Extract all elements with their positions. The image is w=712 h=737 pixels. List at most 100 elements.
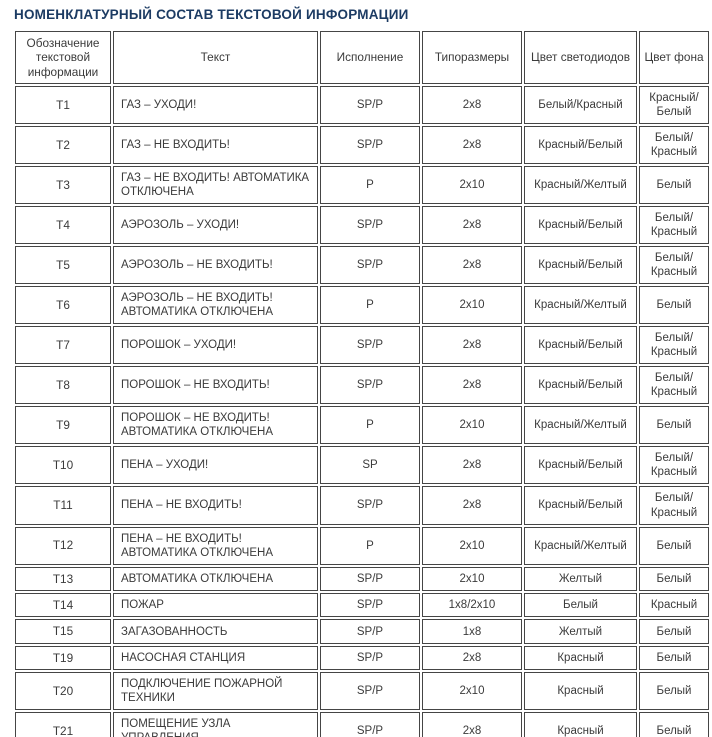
cell-size: 2х8 [422, 206, 522, 245]
cell-led_color: Красный/Белый [524, 486, 637, 525]
cell-execution: SP/P [320, 672, 420, 711]
page-title: НОМЕНКЛАТУРНЫЙ СОСТАВ ТЕКСТОВОЙ ИНФОРМАЦ… [14, 7, 409, 22]
table-row: Т5 АЭРОЗОЛЬ – НЕ ВХОДИТЬ! SP/P 2х8 Красный/Б… [15, 246, 709, 285]
cell-execution: SP/P [320, 126, 420, 165]
cell-bg_color: Красный/Белый [639, 86, 709, 125]
cell-led_color: Красный [524, 712, 637, 737]
cell-bg_color: Белый [639, 286, 709, 325]
cell-execution: SP/P [320, 486, 420, 525]
cell-bg_color: Белый/Красный [639, 366, 709, 405]
cell-execution: SP/P [320, 206, 420, 245]
cell-text: ПОРОШОК – НЕ ВХОДИТЬ! [113, 366, 318, 405]
cell-bg_color: Белый [639, 672, 709, 711]
column-header-execution: Исполнение [320, 31, 420, 85]
cell-bg_color: Красный [639, 592, 709, 618]
cell-id: Т20 [15, 672, 111, 711]
cell-execution: Р [320, 166, 420, 205]
cell-size: 2х8 [422, 126, 522, 165]
cell-id: Т21 [15, 712, 111, 737]
table-row: Т14 ПОЖАР SP/P 1х8/2х10 Белый Красный [15, 592, 709, 618]
cell-bg_color: Белый [639, 406, 709, 445]
cell-bg_color: Белый/Красный [639, 206, 709, 245]
cell-bg_color: Белый [639, 526, 709, 565]
cell-bg_color: Белый/Красный [639, 246, 709, 285]
cell-led_color: Красный/Желтый [524, 286, 637, 325]
cell-text: ГАЗ – НЕ ВХОДИТЬ! АВТОМАТИКА ОТКЛЮЧЕНА [113, 166, 318, 205]
table-row: Т10 ПЕНА – УХОДИ! SP 2х8 Красный/Белый Белый/… [15, 446, 709, 485]
cell-size: 2х10 [422, 166, 522, 205]
cell-led_color: Красный [524, 672, 637, 711]
cell-id: Т11 [15, 486, 111, 525]
table-row: Т19 НАСОСНАЯ СТАНЦИЯ SP/P 2х8 Красный Белый [15, 645, 709, 671]
cell-text: АЭРОЗОЛЬ – НЕ ВХОДИТЬ! АВТОМАТИКА ОТКЛЮЧ… [113, 286, 318, 325]
cell-led_color: Желтый [524, 566, 637, 591]
cell-text: ПОЖАР [113, 592, 318, 618]
cell-bg_color: Белый/Красный [639, 326, 709, 365]
cell-size: 2х10 [422, 526, 522, 565]
cell-text: ГАЗ – НЕ ВХОДИТЬ! [113, 126, 318, 165]
cell-text: ПОДКЛЮЧЕНИЕ ПОЖАРНОЙ ТЕХНИКИ [113, 672, 318, 711]
column-header-bg_color: Цвет фона [639, 31, 709, 85]
cell-size: 2х8 [422, 446, 522, 485]
column-header-led_color: Цвет светодиодов [524, 31, 637, 85]
nomenclature-table: Обозначение текстовой информации Текст Исп… [13, 29, 711, 737]
table-row: Т4 АЭРОЗОЛЬ – УХОДИ! SP/P 2х8 Красный/Белый Б… [15, 206, 709, 245]
cell-text: ПЕНА – УХОДИ! [113, 446, 318, 485]
cell-id: Т13 [15, 566, 111, 591]
cell-text: АВТОМАТИКА ОТКЛЮЧЕНА [113, 566, 318, 591]
cell-size: 1х8 [422, 619, 522, 644]
cell-size: 1х8/2х10 [422, 592, 522, 618]
cell-id: Т14 [15, 592, 111, 618]
table-row: Т8 ПОРОШОК – НЕ ВХОДИТЬ! SP/P 2х8 Красный/Бе… [15, 366, 709, 405]
cell-execution: SP/P [320, 712, 420, 737]
table-row: Т3 ГАЗ – НЕ ВХОДИТЬ! АВТОМАТИКА ОТКЛЮЧЕНА… [15, 166, 709, 205]
table-row: Т20 ПОДКЛЮЧЕНИЕ ПОЖАРНОЙ ТЕХНИКИ SP/P 2х10 К… [15, 672, 709, 711]
cell-id: Т3 [15, 166, 111, 205]
cell-led_color: Красный/Желтый [524, 526, 637, 565]
cell-led_color: Красный/Белый [524, 446, 637, 485]
table-row: Т2 ГАЗ – НЕ ВХОДИТЬ! SP/P 2х8 Красный/Белый Б… [15, 126, 709, 165]
cell-led_color: Желтый [524, 619, 637, 644]
cell-size: 2х8 [422, 326, 522, 365]
cell-execution: SP/P [320, 645, 420, 671]
table-row: Т13 АВТОМАТИКА ОТКЛЮЧЕНА SP/P 2х10 Желтый Бел… [15, 566, 709, 591]
cell-led_color: Красный/Белый [524, 326, 637, 365]
cell-text: АЭРОЗОЛЬ – УХОДИ! [113, 206, 318, 245]
cell-text: ПЕНА – НЕ ВХОДИТЬ! [113, 486, 318, 525]
cell-text: ЗАГАЗОВАННОСТЬ [113, 619, 318, 644]
table-row: Т7 ПОРОШОК – УХОДИ! SP/P 2х8 Красный/Белый Бе… [15, 326, 709, 365]
cell-size: 2х10 [422, 566, 522, 591]
cell-id: Т15 [15, 619, 111, 644]
cell-execution: Р [320, 526, 420, 565]
cell-led_color: Красный/Желтый [524, 166, 637, 205]
cell-id: Т9 [15, 406, 111, 445]
cell-id: Т19 [15, 645, 111, 671]
table-body: Т1 ГАЗ – УХОДИ! SP/P 2х8 Белый/Красный Красны… [15, 86, 709, 737]
cell-size: 2х8 [422, 486, 522, 525]
cell-size: 2х8 [422, 366, 522, 405]
cell-led_color: Красный/Белый [524, 246, 637, 285]
cell-id: Т7 [15, 326, 111, 365]
cell-led_color: Красный/Белый [524, 366, 637, 405]
cell-bg_color: Белый/Красный [639, 446, 709, 485]
cell-execution: SP/P [320, 86, 420, 125]
cell-bg_color: Белый [639, 619, 709, 644]
cell-bg_color: Белый [639, 712, 709, 737]
cell-execution: Р [320, 286, 420, 325]
cell-text: АЭРОЗОЛЬ – НЕ ВХОДИТЬ! [113, 246, 318, 285]
cell-id: Т1 [15, 86, 111, 125]
cell-execution: SP/P [320, 366, 420, 405]
cell-execution: SP/P [320, 566, 420, 591]
table-row: Т15 ЗАГАЗОВАННОСТЬ SP/P 1х8 Желтый Белый [15, 619, 709, 644]
cell-execution: SP/P [320, 619, 420, 644]
cell-size: 2х10 [422, 672, 522, 711]
cell-led_color: Белый/Красный [524, 86, 637, 125]
cell-execution: Р [320, 406, 420, 445]
cell-execution: SP/P [320, 326, 420, 365]
cell-bg_color: Белый/Красный [639, 486, 709, 525]
column-header-text: Текст [113, 31, 318, 85]
cell-size: 2х10 [422, 406, 522, 445]
cell-id: Т8 [15, 366, 111, 405]
column-header-id: Обозначение текстовой информации [15, 31, 111, 85]
table-row: Т6 АЭРОЗОЛЬ – НЕ ВХОДИТЬ! АВТОМАТИКА ОТКЛ… [15, 286, 709, 325]
